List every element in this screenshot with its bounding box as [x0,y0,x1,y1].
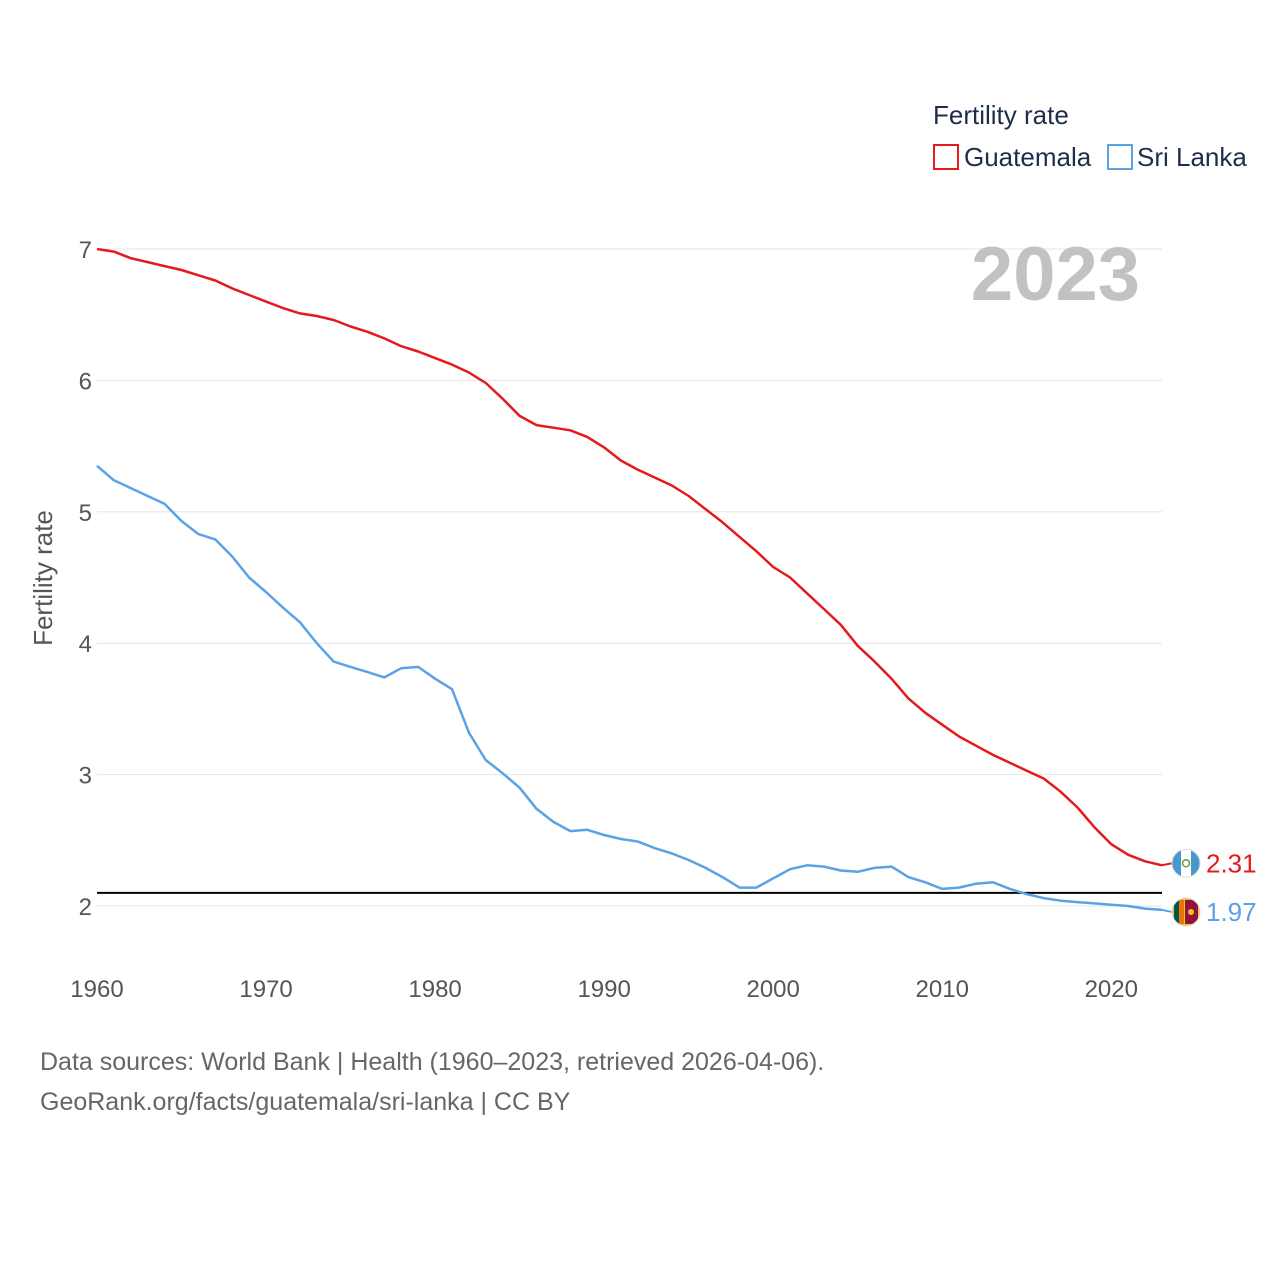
end-connector-guatemala [1161,862,1173,867]
y-axis-ticks: 2 3 4 5 6 7 [79,237,92,921]
x-tick-label-2020: 2020 [1085,976,1138,1003]
legend-item-guatemala[interactable]: Guatemala [964,142,1092,172]
end-value-sri-lanka: 1.97 [1206,897,1257,927]
y-tick-label-6: 6 [79,368,92,395]
end-value-guatemala: 2.31 [1206,848,1257,878]
grid-lines [97,248,1162,907]
end-markers: 2.31 1.97 [1161,848,1257,927]
source-line-data: Data sources: World Bank | Health (1960–… [40,1048,825,1076]
legend: Fertility rate Guatemala Sri Lanka [933,100,1247,172]
series-line-sri-lanka[interactable] [96,464,1163,912]
x-tick-label-1960: 1960 [70,976,123,1003]
series-line-guatemala[interactable] [96,247,1163,867]
x-tick-label-2000: 2000 [746,976,799,1003]
y-tick-label-3: 3 [79,763,92,790]
y-tick-label-5: 5 [79,500,92,527]
x-tick-label-1970: 1970 [239,976,292,1003]
flag-icon-guatemala [1171,848,1201,878]
x-axis-ticks: 1960 1970 1980 1990 2000 2010 2020 [70,976,1138,1003]
legend-item-sri-lanka[interactable]: Sri Lanka [1137,142,1247,172]
x-tick-label-1980: 1980 [408,976,461,1003]
x-tick-label-2010: 2010 [916,976,969,1003]
legend-title: Fertility rate [933,100,1069,130]
legend-swatch-guatemala [933,144,959,170]
y-tick-label-4: 4 [79,631,92,658]
y-tick-label-7: 7 [79,237,92,264]
series-lines [96,247,1163,912]
source-line-link[interactable]: GeoRank.org/facts/guatemala/sri-lanka | … [40,1088,571,1116]
end-connector-sri-lanka [1161,908,1173,913]
legend-swatch-sri-lanka [1107,144,1133,170]
flag-icon-sri-lanka [1171,897,1201,927]
fertility-line-chart: 2 3 4 5 6 7 1960 1970 1980 1990 2000 2010 2020 Fert… [28,100,1257,1003]
y-axis-label: Fertility rate [28,510,58,646]
y-tick-label-2: 2 [79,894,92,921]
source-note: Data sources: World Bank | Health (1960–… [40,1042,824,1122]
x-tick-label-1990: 1990 [577,976,630,1003]
year-watermark: 2023 [971,232,1140,317]
